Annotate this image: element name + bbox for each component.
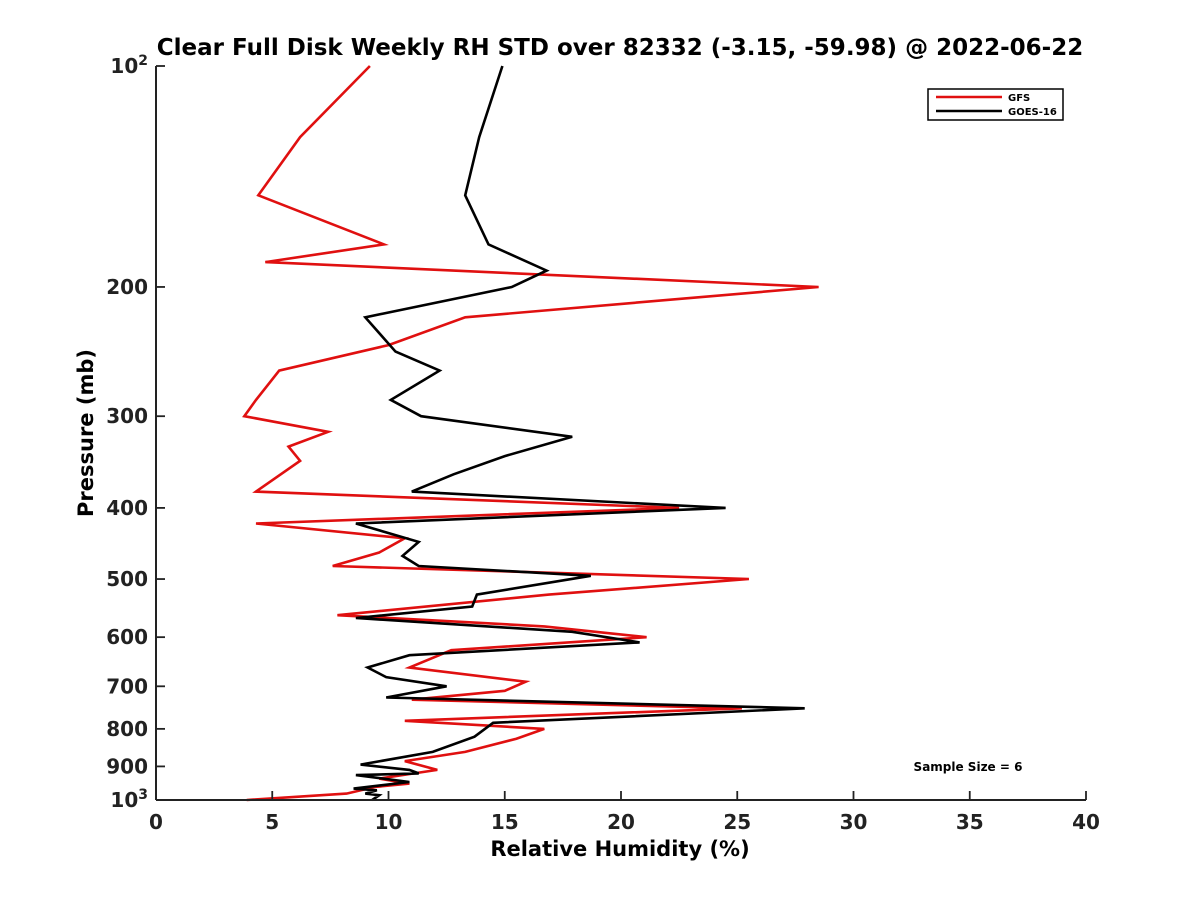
- x-tick-label: 30: [840, 810, 868, 834]
- y-tick-label: 103: [110, 787, 148, 812]
- y-tick-label: 800: [106, 717, 148, 741]
- x-tick-label: 10: [375, 810, 403, 834]
- x-tick-label: 15: [491, 810, 519, 834]
- x-axis-label: Relative Humidity (%): [490, 837, 749, 861]
- legend-label-gfs: GFS: [1008, 93, 1030, 104]
- y-axis-label: Pressure (mb): [74, 349, 98, 517]
- legend-label-goes-16: GOES-16: [1008, 107, 1057, 118]
- y-tick-label: 102: [110, 53, 148, 78]
- x-tick-label: 5: [265, 810, 279, 834]
- y-tick-label: 900: [106, 754, 148, 778]
- series-line-goes-16: [353, 65, 805, 802]
- y-tick-label: 600: [106, 625, 148, 649]
- legend: GFS GOES-16: [927, 88, 1064, 121]
- sample-size-annotation: Sample Size = 6: [914, 760, 1023, 774]
- y-tick-label: 400: [106, 496, 148, 520]
- chart-title: Clear Full Disk Weekly RH STD over 82332…: [157, 35, 1083, 61]
- y-tick-label: 300: [106, 404, 148, 428]
- x-tick-label: 0: [149, 810, 163, 834]
- legend-box: [927, 88, 1064, 121]
- x-tick-label: 35: [956, 810, 984, 834]
- x-tick-label: 20: [607, 810, 635, 834]
- series-layer: [242, 65, 819, 802]
- y-tick-label: 700: [106, 674, 148, 698]
- x-tick-label: 25: [723, 810, 751, 834]
- x-tick-label: 40: [1072, 810, 1100, 834]
- y-tick-label: 500: [106, 567, 148, 591]
- axes-layer: 0 5 10 15 20 25 30 35 40 102 200 300 400 500 600 700 800…: [106, 53, 1100, 834]
- series-line-gfs: [242, 65, 819, 802]
- y-tick-label: 200: [106, 275, 148, 299]
